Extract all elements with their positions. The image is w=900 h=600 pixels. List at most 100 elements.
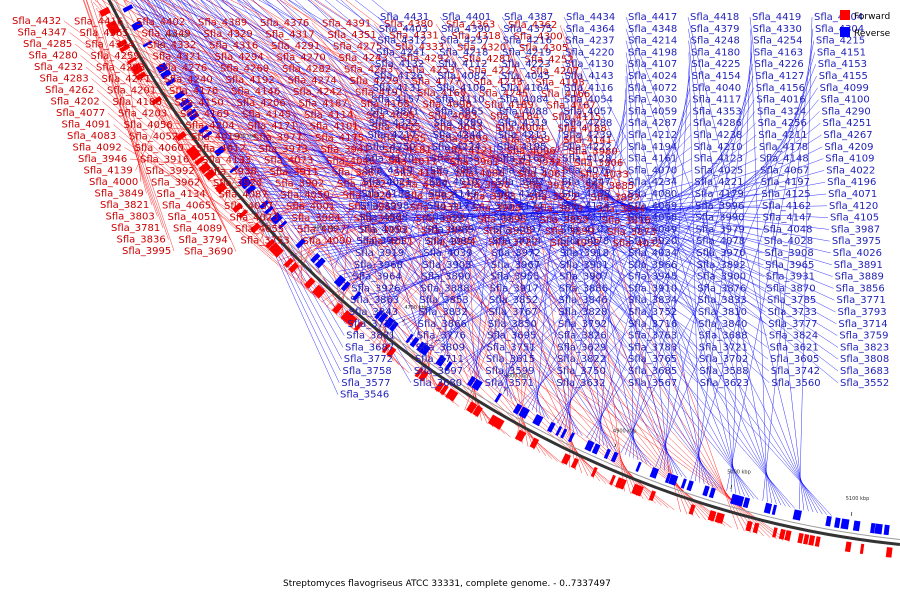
- gene-label-reverse: Sfla_4068: [359, 213, 408, 224]
- gene-label-forward: Sfla_4281: [463, 54, 512, 65]
- gene-labels: Sfla_4432 Sfla_4416 Sfla_4402 Sfla_4389 Sfla…: [12, 12, 889, 401]
- gene-reverse: [405, 333, 414, 344]
- reverse-connector: [155, 0, 696, 301]
- reverse-connector: [425, 146, 823, 343]
- gene-label-forward: Sfla_4133: [202, 155, 251, 166]
- gene-label-forward: Sfla_4047: [399, 180, 448, 191]
- gene-label-reverse: Sfla_4387: [504, 12, 553, 23]
- gene-label-reverse: Sfla_4028: [764, 236, 813, 247]
- gene-forward: [885, 547, 893, 558]
- gene-forward: [265, 238, 276, 249]
- gene-label-forward: Sfla_4318: [452, 31, 501, 42]
- reverse-connector: [435, 75, 647, 464]
- forward-connector: [109, 0, 277, 207]
- gene-label-reverse: Sfla_4078: [696, 236, 745, 247]
- gene-label-reverse: Sfla_3629: [557, 342, 606, 353]
- gene-label-reverse: Sfla_4149: [428, 189, 477, 200]
- reverse-connector: [301, 205, 493, 236]
- gene-label-reverse: Sfla_4241: [376, 47, 425, 58]
- gene-label-forward: Sfla_3916: [140, 155, 189, 166]
- gene-label-reverse: Sfla_3688: [698, 331, 747, 342]
- backbone-inner-arc: [113, 0, 900, 540]
- gene-label-forward: Sfla_4263: [344, 65, 393, 76]
- gene-label-reverse: Sfla_4053: [358, 224, 407, 235]
- forward-connector: [514, 58, 576, 471]
- gene-label-reverse: Sfla_4254: [753, 36, 802, 47]
- gene-label-reverse: Sfla_3763: [628, 331, 677, 342]
- reverse-connector: [265, 0, 767, 336]
- reverse-connector: [340, 0, 770, 383]
- gene-label-forward: Sfla_4033: [580, 170, 629, 181]
- gene-label-forward: Sfla_3993: [359, 225, 408, 236]
- gene-label-reverse: Sfla_3724: [348, 319, 397, 330]
- gene-label-reverse: Sfla_4127: [755, 71, 804, 82]
- gene-label-reverse: Sfla_4034: [628, 248, 677, 259]
- reverse-connector: [180, 85, 558, 265]
- forward-connector: [167, 127, 565, 163]
- gene-label-forward: Sfla_4229: [350, 76, 399, 87]
- gene-label-forward: Sfla_3954: [354, 214, 403, 225]
- gene-label-forward: Sfla_4344: [85, 40, 134, 51]
- gene-label-reverse: Sfla_3785: [767, 295, 816, 306]
- gene-label-forward: Sfla_4000: [89, 177, 138, 188]
- gene-label-reverse: Sfla_4173: [427, 201, 476, 212]
- forward-connector: [142, 0, 401, 208]
- gene-label-forward: Sfla_4280: [29, 51, 78, 62]
- gene-label-forward: Sfla_4300: [514, 32, 563, 43]
- reverse-connector: [175, 0, 413, 360]
- reverse-connector: [562, 64, 674, 474]
- reverse-connector: [235, 161, 829, 230]
- scale-tick-label: 4800 kbp: [505, 373, 529, 379]
- gene-label-reverse: Sfla_4022: [826, 165, 875, 176]
- reverse-connector: [430, 134, 480, 380]
- gene-reverse: [512, 403, 523, 415]
- gene-reverse: [186, 108, 197, 117]
- gene-label-reverse: Sfla_3989: [425, 224, 474, 235]
- gene-label-reverse: Sfla_4286: [693, 118, 742, 129]
- reverse-connector: [162, 0, 415, 336]
- reverse-connector: [183, 89, 489, 265]
- gene-label-reverse: Sfla_4152: [493, 213, 542, 224]
- gene-label-forward: Sfla_4202: [51, 97, 100, 108]
- reverse-connector: [498, 87, 609, 448]
- gene-label-forward: Sfla_4051: [168, 212, 217, 223]
- gene-label-reverse: Sfla_3810: [698, 307, 747, 318]
- reverse-connector: [224, 147, 559, 242]
- forward-connector: [69, 32, 732, 528]
- forward-connector: [125, 21, 784, 541]
- gene-forward: [808, 535, 816, 546]
- gene-label-forward: Sfla_4056: [124, 120, 173, 131]
- forward-connector: [406, 92, 432, 389]
- scale-tick: [850, 511, 853, 516]
- reverse-connector: [395, 158, 824, 321]
- gene-reverse: [416, 341, 425, 352]
- gene-forward: [311, 284, 322, 295]
- gene-label-reverse: Sfla_4132: [375, 59, 424, 70]
- forward-connector: [271, 68, 546, 456]
- gene-reverse: [444, 361, 453, 372]
- gene-label-forward: Sfla_3906: [574, 158, 623, 169]
- reverse-connector: [153, 0, 416, 324]
- reverse-connector: [199, 113, 627, 254]
- gene-label-reverse: Sfla_4071: [828, 189, 877, 200]
- gene-label-forward: Sfla_4086: [456, 169, 505, 180]
- gene-label-reverse: Sfla_3687: [345, 342, 394, 353]
- reverse-connector: [629, 75, 690, 457]
- forward-connector: [135, 0, 288, 230]
- gene-label-reverse: Sfla_3750: [557, 366, 606, 377]
- reverse-connector: [387, 170, 429, 315]
- scale-tick-label: 5000 kbp: [727, 470, 751, 476]
- gene-label-forward: Sfla_4274: [288, 76, 337, 87]
- gene-label-forward: Sfla_4052: [129, 132, 178, 143]
- gene-label-forward: Sfla_4321: [153, 52, 202, 63]
- gene-label-forward: Sfla_4184: [490, 112, 539, 123]
- gene-label-reverse: Sfla_3776: [417, 331, 466, 342]
- forward-connector: [503, 35, 688, 515]
- gene-label-reverse: Sfla_4248: [691, 36, 740, 47]
- reverse-connector: [687, 16, 809, 512]
- gene-reverse: [702, 485, 710, 497]
- gene-label-reverse: Sfla_4267: [823, 130, 872, 141]
- reverse-connector: [362, 158, 422, 340]
- reverse-connector: [160, 0, 339, 395]
- gene-label-reverse: Sfla_4156: [756, 83, 805, 94]
